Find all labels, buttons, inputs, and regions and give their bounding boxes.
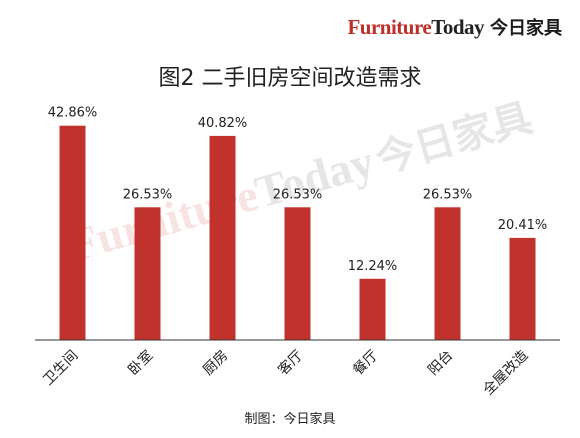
bar-6 <box>509 237 536 340</box>
bar-1 <box>134 207 161 340</box>
bar-2 <box>209 135 236 340</box>
value-label-2: 40.82% <box>198 116 248 131</box>
value-labels-group: 42.86% 26.53% 40.82% 26.53% 12.24% 26.53% 20.4… <box>48 106 548 274</box>
brand-furniture-text: Furniture <box>347 15 432 39</box>
bar-0 <box>59 125 86 340</box>
source-credit: 制图：今日家具 <box>244 412 336 427</box>
bars-group <box>59 125 536 340</box>
value-label-4: 12.24% <box>348 259 398 274</box>
category-label-3: 客厅 <box>275 347 307 379</box>
category-label-6: 全屋改造 <box>480 347 532 399</box>
category-label-1: 卧室 <box>125 347 157 379</box>
bar-4 <box>359 278 386 340</box>
category-label-2: 厨房 <box>200 348 231 379</box>
bar-5 <box>434 207 461 340</box>
value-label-0: 42.86% <box>48 106 98 121</box>
value-label-1: 26.53% <box>123 187 173 202</box>
category-label-0: 卫生间 <box>40 348 81 389</box>
chart-title: 图2 二手旧房空间改造需求 <box>158 66 422 91</box>
category-label-4: 餐厅 <box>350 348 381 379</box>
value-label-6: 20.41% <box>498 218 548 233</box>
category-labels-group: 卫生间 卧室 厨房 客厅 餐厅 阳台 全屋改造 <box>40 347 531 399</box>
value-label-5: 26.53% <box>423 187 473 202</box>
category-label-5: 阳台 <box>425 348 456 379</box>
brand-today-text: Today <box>431 15 484 39</box>
value-label-3: 26.53% <box>273 187 323 202</box>
brand-chinese-text: 今日家具 <box>490 18 562 39</box>
bar-3 <box>284 207 311 340</box>
brand-logo: Furniture Today 今日家具 <box>347 14 562 40</box>
